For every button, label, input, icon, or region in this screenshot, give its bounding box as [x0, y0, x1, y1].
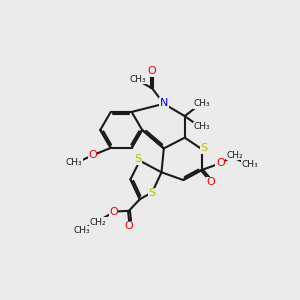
- Text: CH₃: CH₃: [66, 158, 82, 167]
- Text: CH₃: CH₃: [194, 122, 210, 131]
- Text: CH₃: CH₃: [242, 160, 258, 169]
- Text: S: S: [148, 188, 156, 198]
- Text: S: S: [201, 143, 208, 153]
- Text: CH₂: CH₂: [226, 151, 243, 160]
- Text: O: O: [148, 66, 157, 76]
- Text: S: S: [135, 154, 142, 164]
- Text: O: O: [207, 177, 215, 187]
- Text: O: O: [216, 158, 225, 168]
- Text: CH₃: CH₃: [194, 99, 210, 108]
- Text: CH₃: CH₃: [130, 75, 147, 84]
- Text: N: N: [160, 98, 168, 108]
- Text: CH₃: CH₃: [74, 226, 90, 235]
- Text: O: O: [109, 207, 118, 217]
- Text: O: O: [124, 221, 133, 231]
- Text: CH₂: CH₂: [90, 218, 106, 227]
- Text: O: O: [88, 150, 97, 160]
